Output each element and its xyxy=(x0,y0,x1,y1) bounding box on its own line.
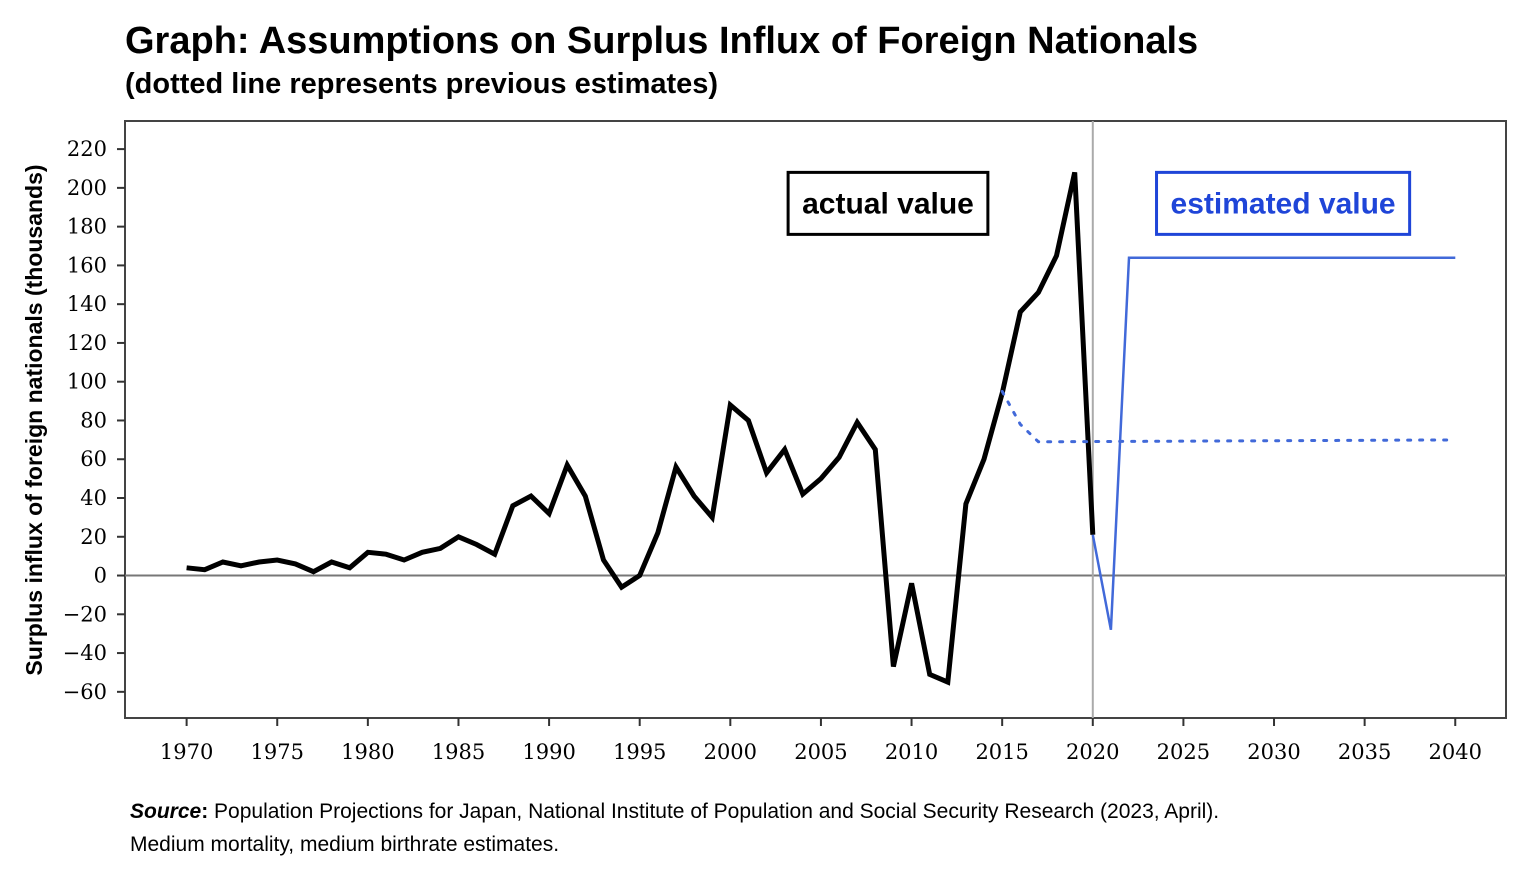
series-previous-estimates xyxy=(1000,389,1457,444)
y-tick-label: 160 xyxy=(67,253,107,277)
x-tick-label: 1985 xyxy=(432,740,485,764)
x-tick-label: 2025 xyxy=(1157,740,1210,764)
y-tick-label: 40 xyxy=(80,486,107,510)
chart-subtitle: (dotted line represents previous estimat… xyxy=(125,68,719,100)
legend-box-border xyxy=(786,170,990,236)
legend-box-actual-value: actual value xyxy=(786,170,990,236)
x-tick-label: 2030 xyxy=(1247,740,1300,764)
y-tick-label: 180 xyxy=(67,215,107,239)
x-tick-label: 1995 xyxy=(613,740,666,764)
y-tick-label: 120 xyxy=(67,331,107,355)
series-estimated-value xyxy=(1091,256,1456,631)
y-tick-label: 20 xyxy=(80,525,107,549)
y-tick-label: 0 xyxy=(94,564,107,588)
legend-box-estimated-value: estimated value xyxy=(1155,170,1412,236)
y-tick-label: 140 xyxy=(67,292,107,316)
x-tick-label: 2015 xyxy=(975,740,1028,764)
x-tick-label: 1970 xyxy=(160,740,213,764)
x-tick-label: 2005 xyxy=(794,740,847,764)
source-note: Source: Population Projections for Japan… xyxy=(130,795,1219,861)
y-axis-label: Surplus influx of foreign nationals (tho… xyxy=(21,164,47,675)
y-tick-label: 80 xyxy=(80,408,107,432)
source-colon: : xyxy=(201,800,209,823)
y-tick-label: 200 xyxy=(67,176,107,200)
x-tick-label: 2010 xyxy=(885,740,938,764)
x-tick-label: 1980 xyxy=(341,740,394,764)
source-label: Source xyxy=(130,800,202,823)
x-tick-label: 2040 xyxy=(1429,740,1482,764)
y-tick-label: −40 xyxy=(63,641,107,665)
y-tick-label: 100 xyxy=(67,370,107,394)
x-tick-label: 2020 xyxy=(1066,740,1119,764)
y-tick-label: 60 xyxy=(80,447,107,471)
x-tick-label: 2000 xyxy=(704,740,757,764)
source-line-1: Source: Population Projections for Japan… xyxy=(130,795,1219,828)
y-tick-label: 220 xyxy=(67,137,107,161)
legend-box-label: estimated value xyxy=(1171,187,1396,220)
x-tick-label: 1975 xyxy=(251,740,304,764)
legend-box-label: actual value xyxy=(802,187,974,220)
chart-title: Graph: Assumptions on Surplus Influx of … xyxy=(125,20,1199,62)
y-tick-label: −20 xyxy=(63,602,107,626)
x-tick-label: 2035 xyxy=(1338,740,1391,764)
x-tick-label: 1990 xyxy=(522,740,575,764)
source-line-2: Medium mortality, medium birthrate estim… xyxy=(130,833,560,856)
legend-box-border xyxy=(1155,170,1412,236)
source-text: Population Projections for Japan, Nation… xyxy=(208,800,1220,823)
series-actual-value xyxy=(186,171,1096,686)
y-tick-label: −60 xyxy=(63,680,107,704)
